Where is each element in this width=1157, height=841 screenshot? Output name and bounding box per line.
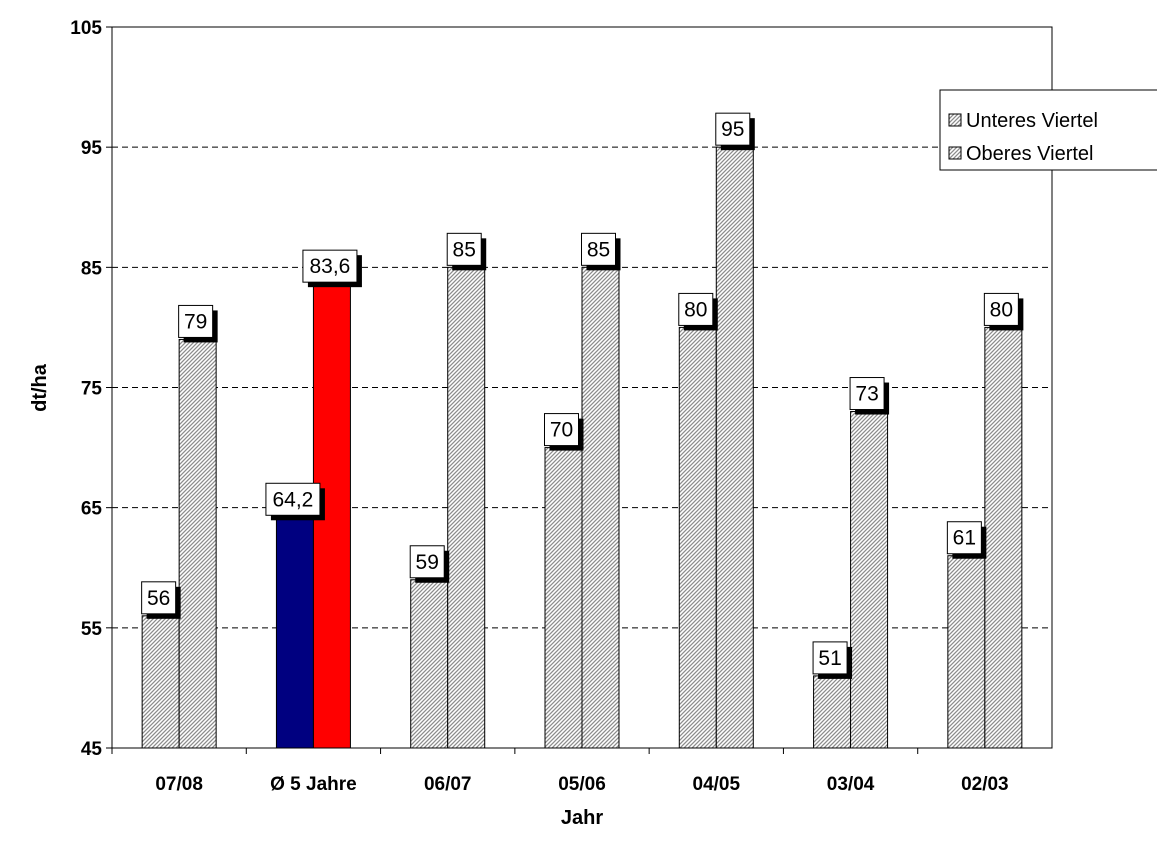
- legend-label-oberes: Oberes Viertel: [966, 143, 1093, 165]
- data-label-box: [581, 232, 616, 266]
- x-tick-label: 05/06: [558, 774, 606, 795]
- y-tick-label: 105: [70, 18, 102, 39]
- data-label-box: [983, 292, 1019, 326]
- axes: [106, 26, 1053, 754]
- data-label: 56: [147, 587, 170, 610]
- plot-frame: [111, 26, 1053, 749]
- data-label: 95: [721, 118, 744, 141]
- data-label: 83,6: [309, 255, 350, 278]
- x-tick-label: 07/08: [155, 774, 203, 795]
- y-tick-label: 75: [81, 379, 103, 400]
- x-axis-title: Jahr: [561, 807, 603, 829]
- x-tick-label: 06/07: [424, 774, 472, 795]
- data-label: 79: [184, 310, 207, 333]
- x-tick-label: 02/03: [961, 774, 1009, 795]
- data-labels: 56 79 64,2 83,6 59 85 70 85 80 95 51 73 61 80: [141, 112, 1024, 679]
- x-tick-label: Ø 5 Jahre: [270, 774, 357, 795]
- data-label: 85: [587, 238, 610, 261]
- data-label: 80: [990, 298, 1013, 321]
- y-tick-labels: 45 55 65 75 85 95 105: [70, 18, 102, 760]
- bar-unteres: [544, 447, 583, 749]
- data-label-box: [812, 641, 848, 675]
- data-label-box: [302, 249, 358, 283]
- y-tick-label: 95: [81, 138, 103, 159]
- legend-swatch-unteres: [948, 113, 962, 127]
- bar-oberes: [447, 266, 486, 749]
- data-label: 59: [416, 551, 439, 574]
- y-tick-label: 55: [81, 619, 103, 640]
- data-label-box: [446, 232, 482, 266]
- bar-unteres: [410, 579, 449, 749]
- data-label-box: [849, 377, 885, 411]
- bar-oberes: [581, 266, 620, 749]
- x-tick-label: 04/05: [693, 774, 741, 795]
- data-label: 80: [684, 298, 707, 321]
- data-label-box: [178, 304, 214, 338]
- legend: Unteres Viertel Oberes Viertel: [939, 89, 1157, 171]
- data-label-box: [946, 521, 982, 555]
- x-tick-label: 03/04: [827, 774, 875, 795]
- data-label: 85: [453, 238, 476, 261]
- data-label: 64,2: [272, 488, 313, 511]
- x-tick-labels: 07/08 Ø 5 Jahre 06/07 05/06 04/05 03/04 02/03: [155, 774, 1008, 795]
- legend-box: [939, 89, 1157, 171]
- bar-unteres: [678, 326, 717, 749]
- data-label: 51: [818, 647, 841, 670]
- data-label-box: [409, 545, 445, 579]
- data-label: 61: [953, 527, 976, 550]
- data-label-box: [265, 482, 321, 516]
- data-label-box: [715, 112, 751, 146]
- legend-label-unteres: Unteres Viertel: [966, 110, 1098, 132]
- bar-unteres: [275, 516, 314, 749]
- data-label-box: [678, 292, 714, 326]
- y-axis-title: dt/ha: [29, 363, 51, 412]
- bar-oberes: [715, 146, 754, 749]
- bar-unteres: [813, 675, 852, 749]
- y-tick-label: 65: [81, 499, 103, 520]
- legend-swatch-oberes: [948, 146, 962, 160]
- bar-unteres: [947, 555, 986, 749]
- bar-oberes: [178, 338, 217, 749]
- data-label: 73: [855, 383, 878, 406]
- bar-oberes: [850, 411, 889, 749]
- y-tick-label: 85: [81, 258, 103, 279]
- bar-oberes: [984, 326, 1023, 749]
- bar-unteres: [141, 615, 180, 749]
- data-label-box: [544, 413, 579, 447]
- data-label: 70: [550, 419, 573, 442]
- y-tick-label: 45: [81, 739, 103, 760]
- data-label-box: [141, 581, 177, 615]
